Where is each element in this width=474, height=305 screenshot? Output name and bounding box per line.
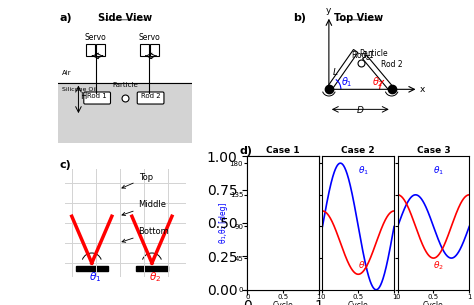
Text: Rod 2: Rod 2 bbox=[141, 93, 160, 99]
Text: Air: Air bbox=[63, 70, 72, 76]
Title: Case 2: Case 2 bbox=[341, 146, 375, 155]
Text: L: L bbox=[333, 68, 338, 77]
Text: y: y bbox=[326, 6, 332, 15]
Text: $\theta_2$: $\theta_2$ bbox=[372, 75, 383, 89]
Text: Bottom: Bottom bbox=[122, 227, 169, 242]
Text: $\theta_2$: $\theta_2$ bbox=[149, 271, 162, 284]
X-axis label: Cycle: Cycle bbox=[423, 301, 444, 305]
Text: d): d) bbox=[239, 146, 252, 156]
Text: Top: Top bbox=[122, 173, 153, 188]
Bar bbox=[150, 44, 159, 56]
Text: Side View: Side View bbox=[98, 13, 152, 23]
X-axis label: Cycle: Cycle bbox=[273, 301, 293, 305]
Text: Servo: Servo bbox=[138, 33, 160, 42]
Text: $\theta_1$: $\theta_1$ bbox=[358, 165, 369, 177]
Y-axis label: θ₁,θ₂ [deg]: θ₁,θ₂ [deg] bbox=[219, 203, 228, 243]
Text: a): a) bbox=[60, 13, 73, 23]
Text: D: D bbox=[357, 106, 364, 115]
Title: Case 3: Case 3 bbox=[417, 146, 450, 155]
Text: x: x bbox=[420, 85, 425, 94]
Text: Top View: Top View bbox=[334, 13, 383, 23]
Text: H: H bbox=[80, 92, 86, 101]
Text: Rod 2: Rod 2 bbox=[381, 60, 402, 69]
Bar bbox=[97, 44, 105, 56]
Text: ε: ε bbox=[366, 53, 371, 62]
Bar bbox=[76, 266, 108, 271]
Text: Silicone Oil: Silicone Oil bbox=[63, 87, 97, 92]
X-axis label: Cycle: Cycle bbox=[348, 301, 369, 305]
FancyBboxPatch shape bbox=[84, 92, 110, 104]
Title: Case 1: Case 1 bbox=[266, 146, 300, 155]
Polygon shape bbox=[327, 49, 358, 91]
Text: $\theta_2$: $\theta_2$ bbox=[358, 260, 369, 272]
FancyBboxPatch shape bbox=[137, 92, 164, 104]
Text: c): c) bbox=[60, 160, 72, 170]
Text: $\theta_1$: $\theta_1$ bbox=[341, 75, 353, 89]
Bar bbox=[140, 44, 148, 56]
Text: $\theta_1$: $\theta_1$ bbox=[89, 271, 101, 284]
Text: $\theta_1$: $\theta_1$ bbox=[433, 165, 445, 177]
Text: Particle: Particle bbox=[360, 49, 388, 58]
Text: b): b) bbox=[293, 13, 306, 23]
Text: $\theta_2$: $\theta_2$ bbox=[283, 260, 294, 272]
Text: Rod 1: Rod 1 bbox=[352, 52, 374, 60]
Text: $\theta_2$: $\theta_2$ bbox=[433, 260, 444, 272]
Polygon shape bbox=[363, 56, 394, 91]
Text: Rod 1: Rod 1 bbox=[87, 93, 107, 99]
Text: Particle: Particle bbox=[112, 82, 138, 88]
Bar bbox=[86, 44, 95, 56]
Text: Middle: Middle bbox=[122, 200, 166, 216]
Text: Servo: Servo bbox=[85, 33, 107, 42]
Text: $\theta_1$: $\theta_1$ bbox=[283, 165, 294, 177]
Bar bbox=[136, 266, 168, 271]
Bar bbox=[58, 83, 192, 143]
